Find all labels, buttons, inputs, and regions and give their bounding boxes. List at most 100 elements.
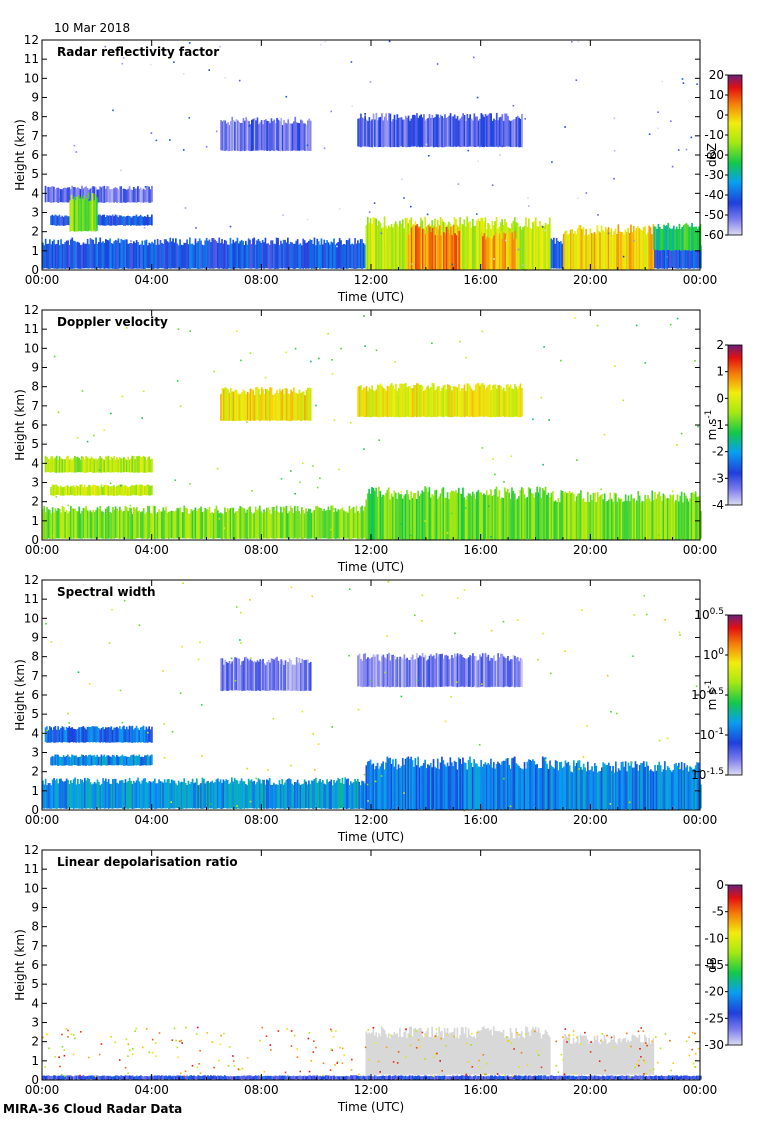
- data-column: [310, 512, 313, 539]
- data-column: [527, 1075, 530, 1080]
- data-column: [487, 495, 489, 540]
- data-column: [74, 755, 76, 765]
- data-column: [390, 493, 393, 540]
- data-column: [444, 655, 446, 687]
- noise-point: [103, 429, 105, 432]
- data-column: [659, 765, 662, 810]
- data-column: [421, 765, 424, 810]
- noise-point: [421, 1031, 424, 1034]
- data-column: [103, 459, 106, 473]
- noise-point: [65, 531, 67, 533]
- data-column: [326, 779, 328, 809]
- data-column: [369, 218, 372, 270]
- data-column: [132, 187, 135, 203]
- data-column: [676, 494, 679, 540]
- data-column: [233, 513, 236, 539]
- noise-point: [369, 81, 372, 83]
- data-column: [266, 389, 269, 421]
- data-column: [637, 1037, 639, 1075]
- data-column: [502, 1076, 505, 1080]
- data-column: [305, 781, 307, 809]
- data-column: [72, 728, 75, 743]
- noise-point: [88, 1056, 90, 1059]
- noise-point: [316, 486, 319, 489]
- data-column: [445, 1076, 447, 1080]
- data-column: [238, 783, 240, 809]
- data-column: [380, 228, 383, 270]
- data-column: [508, 492, 510, 540]
- data-column: [89, 238, 92, 269]
- data-column: [511, 120, 513, 148]
- data-column: [116, 457, 118, 473]
- noise-point: [86, 440, 89, 443]
- noise-point: [72, 1034, 75, 1036]
- data-column: [396, 769, 398, 810]
- data-column: [622, 501, 624, 540]
- data-column: [576, 228, 579, 270]
- data-column: [544, 486, 547, 540]
- data-column: [77, 241, 79, 269]
- data-column: [109, 189, 111, 203]
- data-column: [95, 509, 97, 539]
- data-column: [60, 728, 62, 743]
- data-column: [536, 226, 538, 270]
- data-column: [572, 233, 575, 270]
- data-column: [635, 1037, 638, 1075]
- data-column: [637, 491, 640, 540]
- data-column: [302, 783, 305, 809]
- data-column: [301, 784, 303, 809]
- data-column: [141, 780, 144, 809]
- data-column: [138, 455, 141, 473]
- data-column: [543, 1075, 545, 1080]
- noise-point: [148, 1051, 151, 1054]
- data-column: [81, 1075, 83, 1080]
- data-column: [127, 456, 129, 473]
- colorbar-tick-label: -30: [704, 168, 724, 182]
- data-column: [302, 509, 305, 539]
- data-column: [697, 1075, 699, 1080]
- noise-point: [250, 657, 252, 659]
- data-column: [225, 240, 228, 269]
- data-column: [128, 186, 131, 203]
- data-column: [324, 511, 327, 539]
- data-column: [366, 1075, 369, 1080]
- data-column: [281, 512, 284, 539]
- data-column: [48, 459, 51, 473]
- data-column: [116, 1075, 118, 1080]
- noise-point: [80, 1031, 82, 1033]
- noise-point: [348, 588, 351, 590]
- data-column: [236, 780, 239, 809]
- data-column: [71, 486, 73, 496]
- data-column: [333, 238, 335, 269]
- noise-point: [392, 1061, 395, 1063]
- noise-point: [682, 82, 685, 84]
- y-tick-label: 9: [31, 631, 39, 645]
- data-column: [117, 783, 120, 809]
- data-column: [88, 244, 90, 269]
- data-column: [50, 513, 53, 539]
- data-column: [297, 123, 299, 151]
- data-column: [54, 244, 57, 269]
- data-column: [327, 242, 330, 269]
- data-column: [275, 1075, 278, 1080]
- data-column: [490, 489, 492, 540]
- data-column: [495, 1030, 498, 1075]
- data-column: [44, 778, 47, 809]
- noise-point: [505, 239, 507, 242]
- data-column: [278, 780, 281, 809]
- data-column: [247, 1075, 250, 1080]
- noise-point: [315, 404, 317, 407]
- data-column: [527, 487, 530, 540]
- data-column: [253, 118, 256, 151]
- data-column: [663, 1076, 666, 1080]
- data-column: [485, 1028, 488, 1075]
- y-tick-label: 12: [24, 843, 39, 857]
- data-column: [149, 459, 152, 473]
- data-column: [564, 760, 567, 810]
- data-column: [121, 188, 124, 203]
- data-column: [57, 726, 59, 743]
- data-column: [124, 216, 127, 226]
- noise-point: [465, 356, 467, 359]
- data-column: [371, 764, 373, 810]
- data-column: [230, 663, 232, 691]
